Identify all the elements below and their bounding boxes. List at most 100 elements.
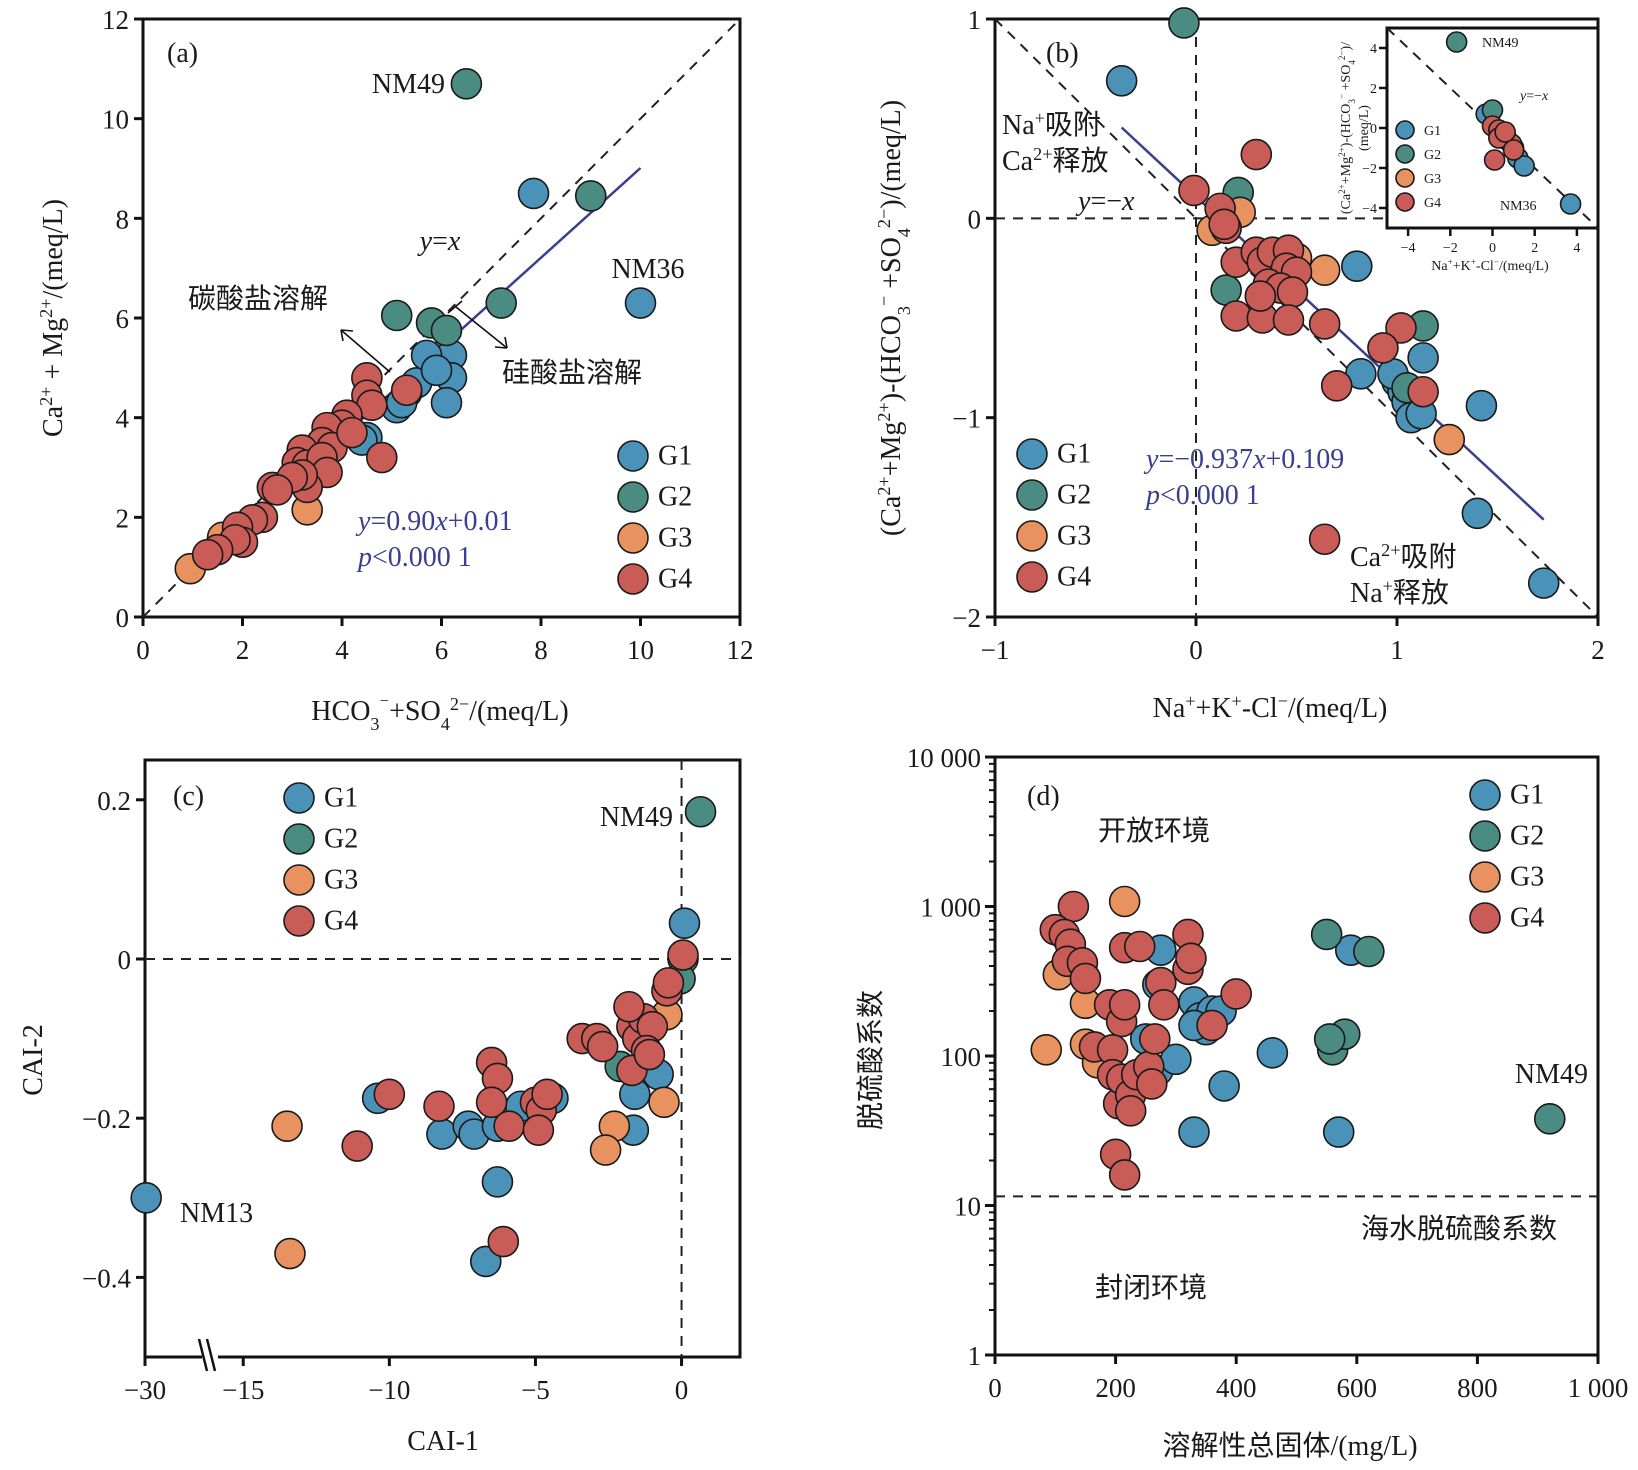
inset-legend-marker-g3 xyxy=(1395,168,1415,188)
b-point-g4 xyxy=(1240,138,1273,171)
plot-frame-b xyxy=(993,17,1600,619)
x-axis-label-a: HCO3⁻+SO42−/(meq/L) xyxy=(311,694,568,734)
c-point-g4 xyxy=(586,1030,619,1063)
legend-c-marker-g4 xyxy=(283,905,315,937)
label-closed-environment: 封闭环境 xyxy=(1095,1272,1207,1304)
x-tick-label-c: −5 xyxy=(521,1375,550,1405)
b-point-g4 xyxy=(1178,174,1210,207)
c-point-g4 xyxy=(493,1110,525,1142)
y-axis-label-b: (Ca2++Mg2+)-(HCO3− +SO42−)/(meq/L) xyxy=(874,100,914,536)
inset-y-tick-label: −4 xyxy=(1362,202,1377,217)
fit-equation-b: y=−0.937x+0.109 xyxy=(1143,444,1344,475)
arrow-silicate xyxy=(455,306,508,349)
legend-b-label-g3: G3 xyxy=(1057,520,1091,551)
fit-pvalue-a: p<0.000 1 xyxy=(356,542,472,573)
b-point-g1 xyxy=(1105,64,1138,97)
inset-legend-label-g4: G4 xyxy=(1424,196,1441,211)
panel-label-a: (a) xyxy=(167,38,198,69)
inset-y-axis-label-2: (meq/L) xyxy=(1357,105,1372,151)
a-point-g4 xyxy=(191,538,224,571)
b-point-g4 xyxy=(1308,523,1341,556)
arrow-carbonate xyxy=(340,329,391,373)
inset-x-tick-label: −4 xyxy=(1401,241,1416,256)
b-point-g4 xyxy=(1407,375,1439,408)
d-point-g2 xyxy=(1353,935,1385,968)
c-point-g4 xyxy=(652,967,685,999)
legend-a-marker-g2 xyxy=(617,481,649,513)
x-tick-label-b: 2 xyxy=(1591,635,1605,665)
c-point-g1 xyxy=(130,1182,162,1214)
a-point-g1 xyxy=(420,354,453,387)
c-point-g4 xyxy=(487,1225,520,1258)
c-point-g2 xyxy=(684,795,717,828)
b-point-g4 xyxy=(1208,208,1240,241)
y-tick-label-c: 0.2 xyxy=(97,786,131,816)
c-point-g3 xyxy=(648,1086,680,1119)
legend-c-marker-g1 xyxy=(283,782,315,814)
d-point-g4 xyxy=(1108,989,1141,1021)
legend-b-marker-g1 xyxy=(1016,438,1048,470)
x-tick-label-d: 400 xyxy=(1216,1373,1257,1403)
legend-b-label-g4: G4 xyxy=(1057,561,1091,592)
b-point-g4 xyxy=(1276,276,1309,308)
legend-d-label-g1: G1 xyxy=(1510,779,1544,810)
x-tick-label-d: 800 xyxy=(1457,1373,1498,1403)
label-nm13-c: NM13 xyxy=(180,1198,253,1229)
d-point-g1 xyxy=(1256,1037,1289,1069)
b-point-g4 xyxy=(1308,308,1341,340)
d-point-g4 xyxy=(1138,1023,1171,1055)
inset-y-tick-label: 0 xyxy=(1370,122,1377,137)
d-point-g4 xyxy=(1057,890,1090,923)
panel-label-c: (c) xyxy=(173,781,204,812)
legend-a-marker-g4 xyxy=(617,563,649,595)
y-tick-label-d: 100 xyxy=(941,1042,982,1072)
x-tick-label-a: 8 xyxy=(534,635,548,665)
reference-line-y-eq-neg-x xyxy=(994,18,1599,618)
legend-d-label-g2: G2 xyxy=(1510,820,1544,851)
y-tick-label-b: 1 xyxy=(968,5,982,35)
axis-break-icon xyxy=(197,1338,217,1372)
legend-c-marker-g3 xyxy=(283,864,315,896)
b-point-g4 xyxy=(1272,304,1305,336)
legend-d-marker-g1 xyxy=(1469,779,1501,811)
d-point-g2 xyxy=(1310,918,1343,951)
label-nm49-d: NM49 xyxy=(1515,1059,1588,1090)
a-point-g4 xyxy=(390,374,423,407)
c-point-g3 xyxy=(274,1237,306,1270)
legend-b-label-g1: G1 xyxy=(1057,438,1091,469)
label-na-adsorption: Na+吸附 xyxy=(1002,108,1101,141)
a-point-g2 xyxy=(485,287,518,319)
x-tick-label-a: 10 xyxy=(627,635,654,665)
x-axis-label-c: CAI-1 xyxy=(407,1426,479,1457)
b-point-g4 xyxy=(1367,332,1399,364)
x-tick-label-d: 0 xyxy=(988,1373,1002,1403)
arrow-head-silicate xyxy=(494,336,508,349)
legend-c-label-g2: G2 xyxy=(324,823,358,854)
inset-x-tick-label: −2 xyxy=(1443,241,1458,256)
c-point-g1 xyxy=(668,907,701,939)
legend-a-label-g3: G3 xyxy=(658,522,692,553)
legend-a-marker-g1 xyxy=(617,440,649,472)
b-point-g1 xyxy=(1407,342,1439,374)
d-point-g2 xyxy=(1533,1103,1566,1135)
x-tick-label-a: 2 xyxy=(236,635,250,665)
c-point-g4 xyxy=(341,1130,373,1162)
y-tick-label-a: 8 xyxy=(116,204,130,234)
label-ca-release: Ca2+释放 xyxy=(1002,144,1108,177)
b-point-g2 xyxy=(1168,7,1200,39)
legend-a-label-g2: G2 xyxy=(658,481,692,512)
y-tick-label-c: 0 xyxy=(118,945,132,975)
plot-frame-c xyxy=(143,758,742,1359)
x-axis-label-d: 溶解性总固体/(mg/L) xyxy=(1162,1430,1417,1462)
a-point-g1 xyxy=(517,177,550,210)
inset-point-g4 xyxy=(1483,149,1506,171)
y-tick-label-a: 4 xyxy=(116,404,130,434)
a-point-g1 xyxy=(624,287,657,319)
y-tick-label-d: 10 000 xyxy=(907,743,981,773)
panel-b: −1 0 1 2−2−101(b)Na+吸附Ca2+释放y=−xCa2+吸附Na+释放… xyxy=(874,5,1605,724)
d-point-g3 xyxy=(1030,1034,1063,1066)
legend-d-label-g4: G4 xyxy=(1510,902,1544,933)
label-y-eq-neg-x-b: y=−x xyxy=(1075,186,1135,217)
y-tick-label-d: 1 000 xyxy=(920,893,981,923)
